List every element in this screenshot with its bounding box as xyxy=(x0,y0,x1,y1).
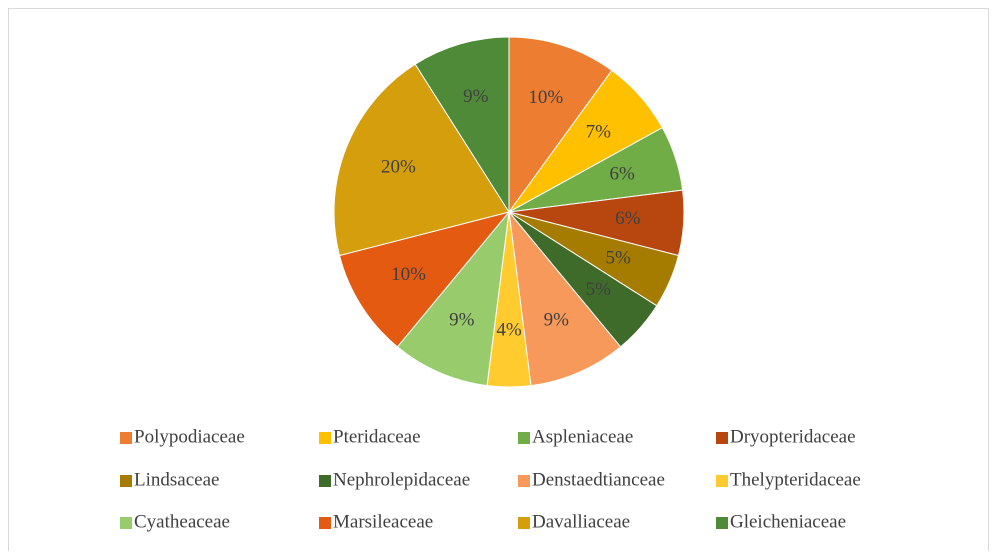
legend-marker xyxy=(518,432,530,444)
data-label: 5% xyxy=(606,248,632,269)
legend-label: Cyatheaceae xyxy=(134,511,230,532)
legend-marker xyxy=(716,432,728,444)
legend-label: Marsileaceae xyxy=(333,511,433,532)
legend-marker xyxy=(716,517,728,529)
legend-label: Dryopteridaceae xyxy=(730,426,856,447)
pie-slice xyxy=(414,36,510,214)
legend-marker xyxy=(716,475,728,487)
data-label: 6% xyxy=(610,164,636,185)
data-label: 9% xyxy=(544,310,570,331)
data-label: 9% xyxy=(449,310,475,331)
data-label: 6% xyxy=(615,208,641,229)
data-label: 7% xyxy=(586,122,612,143)
data-label: 9% xyxy=(463,86,489,107)
data-label: 10% xyxy=(528,87,563,108)
legend-label: Lindsaceae xyxy=(134,469,219,490)
pie-slice xyxy=(396,210,510,387)
legend-label: Davalliaceae xyxy=(532,511,630,532)
legend-label: Gleicheniaceae xyxy=(730,511,846,532)
legend-marker xyxy=(319,517,331,529)
legend-label: Thelypteridaceae xyxy=(730,469,861,490)
legend-marker xyxy=(120,475,132,487)
legend-label: Denstaedtianceae xyxy=(532,469,665,490)
legend-label: Aspleniaceae xyxy=(532,426,633,447)
legend-label: Nephrolepidaceae xyxy=(333,469,470,490)
legend-marker xyxy=(518,475,530,487)
data-label: 20% xyxy=(381,157,416,178)
pie-slice xyxy=(333,63,510,257)
data-label: 4% xyxy=(496,319,522,340)
pie-slice xyxy=(338,211,511,348)
pie-slice xyxy=(508,210,622,387)
data-label: 10% xyxy=(391,264,426,285)
legend-marker xyxy=(319,432,331,444)
pie-slice xyxy=(508,36,613,214)
legend-marker xyxy=(120,517,132,529)
legend-marker xyxy=(120,432,132,444)
legend-marker xyxy=(518,517,530,529)
legend-label: Polypodiaceae xyxy=(134,426,245,447)
legend-marker xyxy=(319,475,331,487)
data-label: 5% xyxy=(586,279,612,300)
legend-label: Pteridaceae xyxy=(333,426,421,447)
